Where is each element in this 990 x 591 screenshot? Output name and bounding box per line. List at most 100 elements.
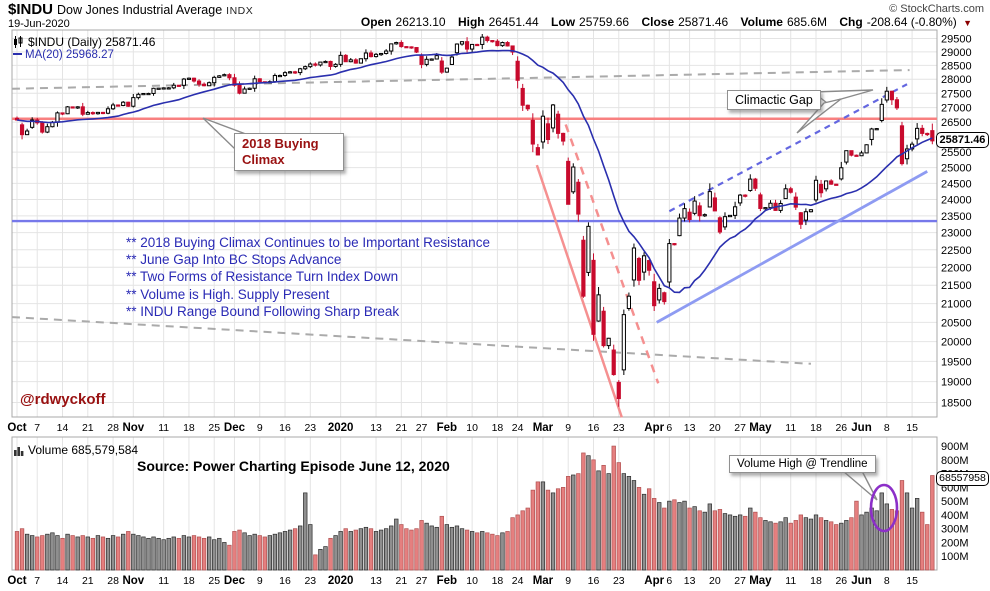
svg-text:Nov: Nov: [122, 575, 144, 587]
note-line: ** 2018 Buying Climax Continues to be Im…: [126, 235, 490, 250]
price-legend[interactable]: $INDU (Daily) 25871.46: [13, 35, 155, 49]
svg-text:15: 15: [906, 575, 918, 587]
svg-text:22000: 22000: [941, 262, 972, 274]
svg-text:16: 16: [279, 575, 291, 587]
svg-text:20500: 20500: [941, 317, 972, 329]
symbol: $INDU: [8, 1, 54, 18]
svg-text:15: 15: [906, 422, 918, 434]
svg-text:13: 13: [370, 422, 382, 434]
climactic-gap-callout: Climactic Gap: [727, 90, 821, 110]
svg-text:9: 9: [257, 422, 263, 434]
chart-date: 19-Jun-2020: [8, 18, 70, 30]
low-value: 25759.66: [579, 15, 630, 29]
high-label: High: [457, 15, 485, 29]
volume-highlight-ellipse: [869, 483, 899, 533]
svg-text:22500: 22500: [941, 245, 972, 257]
ma-legend[interactable]: MA(20) 25968.27: [13, 49, 114, 61]
svg-text:20: 20: [709, 575, 721, 587]
svg-text:500M: 500M: [941, 496, 969, 508]
svg-text:Jun: Jun: [851, 575, 871, 587]
horizontal-levels: [12, 117, 937, 223]
trendlines: [11, 69, 928, 418]
svg-text:400M: 400M: [941, 510, 969, 522]
svg-text:9: 9: [565, 575, 571, 587]
exchange-label: INDX: [226, 5, 254, 17]
stockcharts-copyright: © StockCharts.com: [889, 3, 984, 15]
svg-text:18: 18: [492, 422, 504, 434]
svg-text:900M: 900M: [941, 441, 969, 453]
svg-text:7: 7: [34, 575, 40, 587]
chg-value: -208.64 (-0.80%): [866, 15, 957, 29]
svg-text:23500: 23500: [941, 211, 972, 223]
svg-text:18: 18: [492, 575, 504, 587]
svg-text:23: 23: [304, 575, 316, 587]
svg-text:27: 27: [416, 422, 428, 434]
quote-stats-row: Open 26213.10 High 26451.44 Low 25759.66 Cl…: [352, 15, 972, 29]
svg-text:Nov: Nov: [122, 422, 144, 434]
svg-text:29500: 29500: [941, 34, 972, 46]
svg-text:20: 20: [709, 422, 721, 434]
svg-text:28: 28: [107, 575, 119, 587]
pane-borders: [11, 29, 938, 571]
svg-text:25500: 25500: [941, 147, 972, 159]
svg-text:16: 16: [279, 422, 291, 434]
svg-text:23000: 23000: [941, 228, 972, 240]
svg-text:11: 11: [785, 422, 796, 434]
volume-label: Volume: [740, 15, 783, 29]
price-legend-text: $INDU (Daily) 25871.46: [28, 35, 156, 49]
svg-text:Oct: Oct: [7, 575, 26, 587]
svg-text:19000: 19000: [941, 377, 972, 389]
svg-text:14: 14: [57, 422, 69, 434]
svg-text:800M: 800M: [941, 455, 969, 467]
svg-text:8: 8: [884, 575, 890, 587]
svg-text:Feb: Feb: [437, 575, 457, 587]
svg-text:11: 11: [158, 575, 169, 587]
svg-text:26: 26: [835, 422, 847, 434]
svg-text:6: 6: [666, 575, 672, 587]
svg-text:Mar: Mar: [533, 422, 554, 434]
svg-text:25: 25: [208, 575, 220, 587]
ma20-line: [16, 49, 933, 294]
svg-text:26: 26: [835, 575, 847, 587]
svg-text:21: 21: [82, 575, 94, 587]
volume-value: 685.6M: [786, 15, 828, 29]
svg-text:Mar: Mar: [533, 575, 554, 587]
svg-text:13: 13: [370, 575, 382, 587]
svg-text:2020: 2020: [328, 422, 354, 434]
svg-text:21000: 21000: [941, 299, 972, 311]
svg-text:18: 18: [183, 422, 195, 434]
svg-text:23: 23: [304, 422, 316, 434]
last-volume-axis-box: 68557958: [936, 471, 989, 486]
svg-text:21: 21: [395, 575, 407, 587]
note-line: ** Two Forms of Resistance Turn Index Do…: [126, 269, 399, 285]
svg-text:18: 18: [183, 575, 195, 587]
svg-text:21: 21: [395, 422, 407, 434]
svg-text:11: 11: [785, 575, 796, 587]
svg-text:29000: 29000: [941, 47, 972, 59]
svg-text:11: 11: [158, 422, 169, 434]
svg-text:24500: 24500: [941, 178, 972, 190]
svg-text:7: 7: [34, 422, 40, 434]
svg-text:13: 13: [684, 422, 696, 434]
volume-legend[interactable]: Volume 685,579,584: [13, 443, 138, 457]
svg-text:100M: 100M: [941, 551, 969, 563]
svg-text:19500: 19500: [941, 356, 972, 368]
svg-text:21500: 21500: [941, 280, 972, 292]
volume-legend-text: Volume 685,579,584: [28, 443, 139, 457]
svg-text:13: 13: [684, 575, 696, 587]
svg-text:9: 9: [257, 575, 263, 587]
svg-text:25: 25: [208, 422, 220, 434]
chart-header: $INDU Dow Jones Industrial Average INDX: [8, 1, 253, 19]
volume-bars-icon: [14, 447, 24, 456]
buying-climax-callout: 2018 Buying Climax: [234, 133, 344, 171]
ma-line-swatch: [13, 53, 22, 55]
svg-text:Apr: Apr: [644, 422, 664, 434]
svg-text:16: 16: [588, 575, 600, 587]
svg-text:6: 6: [666, 422, 672, 434]
svg-text:20000: 20000: [941, 337, 972, 349]
svg-text:24: 24: [512, 422, 524, 434]
svg-text:8: 8: [884, 422, 890, 434]
open-label: Open: [360, 15, 392, 29]
